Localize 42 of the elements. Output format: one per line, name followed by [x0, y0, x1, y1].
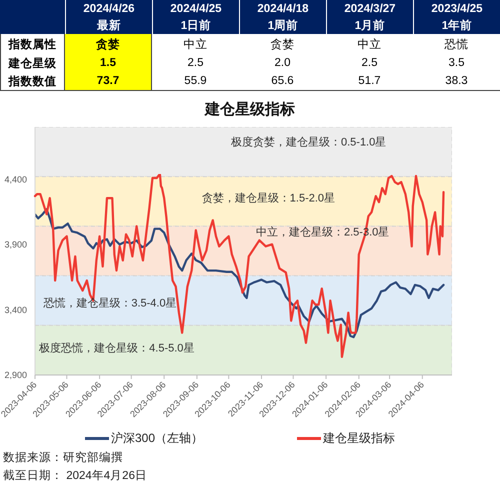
text: 38.3 — [445, 75, 468, 87]
category-label: 指数数值 — [8, 76, 56, 88]
text: 73.7 — [96, 75, 120, 87]
text: 51.7 — [358, 75, 381, 87]
category-label: 2024/4/25 — [152, 0, 239, 17]
category-label: 建仓星级 — [8, 58, 56, 70]
source-note: 数据来源：研究部编撰 — [2, 450, 124, 466]
text: 2.5 — [188, 57, 204, 69]
text: 中立 — [184, 38, 208, 50]
text: 65.6 — [271, 75, 294, 87]
text: 3.5 — [448, 57, 464, 69]
text: 1日前 — [180, 20, 212, 32]
text: 2.0 — [274, 57, 290, 69]
y-tick-label: 4,400 — [4, 174, 27, 184]
text: 贪婪 — [96, 38, 120, 50]
text: 贪婪 — [270, 38, 294, 50]
band-label: 极度贪婪，建仓星级：0.5-1.0星 — [230, 136, 386, 150]
legend-label: 沪深300（左轴） — [111, 430, 204, 446]
band-label: 恐慌，建仓星级：3.5-4.0星 — [43, 298, 177, 311]
band-label: 极度恐慌，建仓星级：4.5-5.0星 — [39, 342, 194, 356]
category-label: 2024/4/18 — [239, 0, 326, 17]
text: 截至日期： 2024年4月26日 — [2, 468, 148, 484]
band-label: 贪婪，建仓星级：1.5-2.0星 — [202, 192, 336, 206]
text: 1.5 — [100, 57, 116, 69]
text: 中立 — [358, 38, 382, 50]
category-label: 2024/4/26 — [65, 0, 152, 17]
text: 2.5 — [362, 57, 378, 69]
category-label: 2024/3/27 — [326, 0, 413, 17]
category-label: 指数属性 — [8, 38, 56, 50]
category-label: 2023/4/25 — [413, 0, 500, 17]
chart-title: 建仓星级指标 — [203, 100, 296, 120]
legend-label: 建仓星级指标 — [323, 430, 395, 446]
y-tick-label: 3,900 — [4, 240, 27, 250]
text: 1周前 — [268, 20, 298, 32]
text: 1年前 — [442, 20, 472, 32]
y-tick-label: 2,900 — [4, 370, 27, 380]
y-tick-label: 3,400 — [4, 304, 27, 315]
text: 最新 — [97, 20, 121, 32]
text: 55.9 — [184, 75, 207, 87]
text: 恐慌 — [444, 38, 468, 50]
line-series — [35, 208, 445, 338]
text: 1月前 — [354, 20, 386, 32]
